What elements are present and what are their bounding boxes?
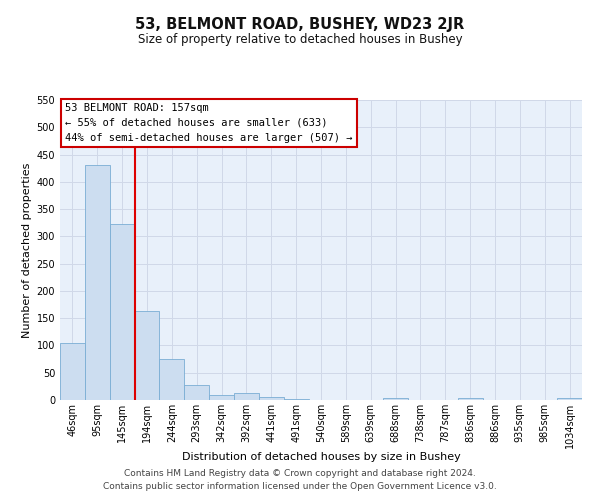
X-axis label: Distribution of detached houses by size in Bushey: Distribution of detached houses by size … bbox=[182, 452, 460, 462]
Text: 53 BELMONT ROAD: 157sqm
← 55% of detached houses are smaller (633)
44% of semi-d: 53 BELMONT ROAD: 157sqm ← 55% of detache… bbox=[65, 103, 353, 142]
Bar bbox=[557, 398, 582, 400]
Bar bbox=[284, 399, 308, 400]
Bar bbox=[383, 398, 408, 400]
Bar bbox=[160, 359, 184, 400]
Text: 53, BELMONT ROAD, BUSHEY, WD23 2JR: 53, BELMONT ROAD, BUSHEY, WD23 2JR bbox=[136, 18, 464, 32]
Text: Size of property relative to detached houses in Bushey: Size of property relative to detached ho… bbox=[137, 32, 463, 46]
Bar bbox=[234, 393, 259, 400]
Bar bbox=[110, 224, 134, 400]
Bar bbox=[184, 386, 209, 400]
Bar bbox=[85, 166, 110, 400]
Text: Contains HM Land Registry data © Crown copyright and database right 2024.: Contains HM Land Registry data © Crown c… bbox=[124, 468, 476, 477]
Bar bbox=[458, 398, 482, 400]
Bar bbox=[134, 311, 160, 400]
Bar bbox=[259, 398, 284, 400]
Bar bbox=[60, 342, 85, 400]
Bar bbox=[209, 394, 234, 400]
Y-axis label: Number of detached properties: Number of detached properties bbox=[22, 162, 32, 338]
Text: Contains public sector information licensed under the Open Government Licence v3: Contains public sector information licen… bbox=[103, 482, 497, 491]
